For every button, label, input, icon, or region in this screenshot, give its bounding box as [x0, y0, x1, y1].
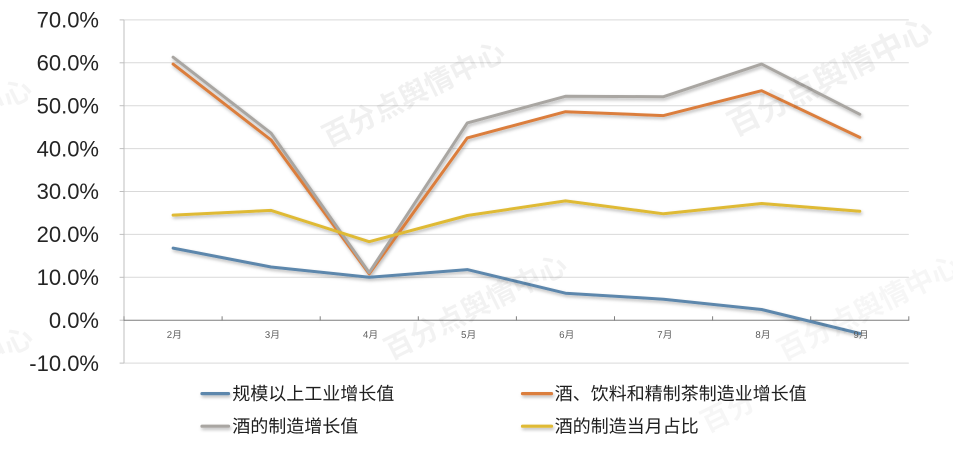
svg-text:0.0%: 0.0%	[49, 308, 99, 333]
svg-text:30.0%: 30.0%	[37, 179, 99, 204]
svg-text:40.0%: 40.0%	[37, 136, 99, 161]
svg-text:20.0%: 20.0%	[37, 222, 99, 247]
svg-text:10.0%: 10.0%	[37, 265, 99, 290]
svg-text:60.0%: 60.0%	[37, 51, 99, 76]
svg-text:-10.0%: -10.0%	[29, 351, 99, 376]
svg-text:70.0%: 70.0%	[37, 8, 99, 33]
svg-text:50.0%: 50.0%	[37, 93, 99, 118]
